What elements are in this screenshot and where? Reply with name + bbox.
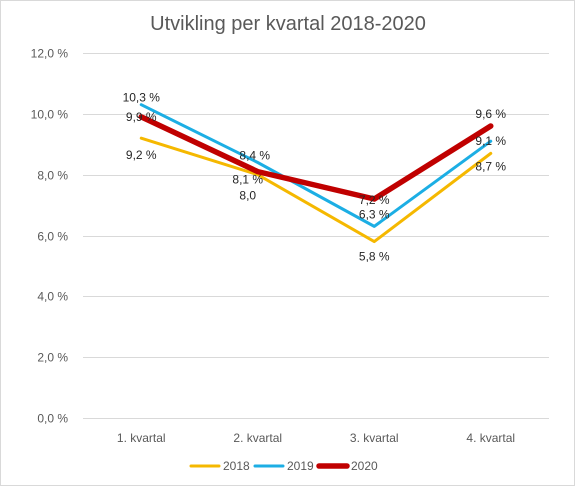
x-tick-label: 3. kvartal [350, 431, 399, 445]
y-tick-label: 2,0 % [37, 351, 68, 365]
x-tick-label: 2. kvartal [233, 431, 282, 445]
data-label-2020: 9,9 % [126, 110, 157, 124]
data-label-2019: 8,4 % [239, 149, 270, 163]
legend-label-2018: 2018 [223, 459, 250, 473]
series-line-2019 [139, 103, 493, 228]
data-label-2020: 9,6 % [475, 107, 506, 121]
y-tick-label: 8,0 % [37, 169, 68, 183]
data-labels: 9,2 % 8,0 5,8 % 8,7 % 10,3 % 8,4 % 6,3 % 9,1 % 9… [123, 91, 507, 264]
data-label-2019: 10,3 % [123, 91, 161, 105]
data-label-2019: 6,3 % [359, 207, 390, 221]
legend: 2018 2019 2020 [189, 459, 378, 473]
series-lines [138, 103, 494, 244]
y-tick-label: 0,0 % [37, 412, 68, 426]
y-tick-label: 6,0 % [37, 230, 68, 244]
series-line-2018 [139, 136, 493, 244]
x-tick-label: 1. kvartal [117, 431, 166, 445]
data-label-2019: 9,1 % [475, 134, 506, 148]
y-tick-label: 10,0 % [31, 108, 69, 122]
legend-label-2020: 2020 [351, 459, 378, 473]
data-label-2018: 9,2 % [126, 148, 157, 162]
data-label-2020: 8,1 % [232, 173, 263, 187]
y-axis: 0,0 % 2,0 % 4,0 % 6,0 % 8,0 % 10,0 % 12,0 % [31, 47, 69, 426]
series-line-2020 [138, 114, 494, 202]
data-label-2018: 8,0 [239, 189, 256, 203]
chart-title: Utvikling per kvartal 2018-2020 [150, 13, 426, 35]
y-tick-label: 4,0 % [37, 290, 68, 304]
x-tick-label: 4. kvartal [466, 431, 515, 445]
data-label-2018: 5,8 % [359, 250, 390, 264]
data-label-2020: 7,2 % [359, 193, 390, 207]
x-axis: 1. kvartal 2. kvartal 3. kvartal 4. kvartal [117, 431, 515, 445]
data-label-2018: 8,7 % [475, 159, 506, 173]
legend-label-2019: 2019 [287, 459, 314, 473]
y-tick-label: 12,0 % [31, 47, 69, 61]
